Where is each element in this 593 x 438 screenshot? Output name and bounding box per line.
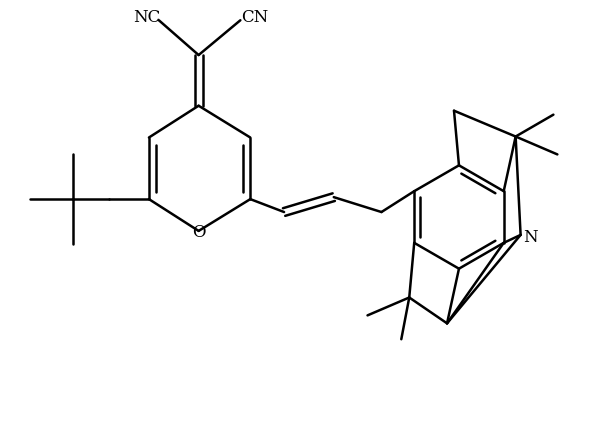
Text: O: O: [192, 224, 205, 241]
Text: NC: NC: [133, 9, 161, 26]
Text: CN: CN: [241, 9, 268, 26]
Text: N: N: [523, 229, 538, 246]
